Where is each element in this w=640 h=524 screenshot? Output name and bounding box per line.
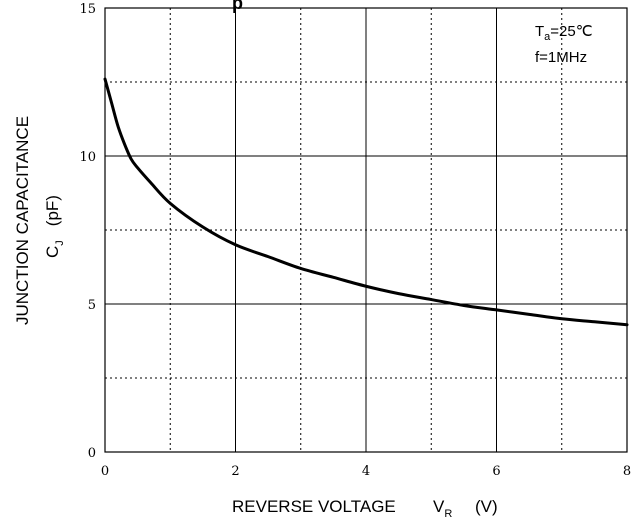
y-axis-label-line2: CJ (pF) [43,195,66,258]
plot-frame [104,7,628,453]
x-tick-label: 2 [231,464,239,479]
temperature-value: =25℃ [550,23,592,40]
y-tick-label: 5 [88,298,96,313]
y-tick-label: 10 [79,150,96,165]
y-axis-label-line1: JUNCTION CAPACITANCE [13,116,32,325]
x-tick-label: 0 [101,464,109,479]
y-tick-label: 0 [88,446,96,461]
temperature-annotation: Ta=25℃ [535,23,593,43]
tick-labels: 0 2 4 6 8 0 5 10 15 [79,2,631,479]
x-axis-unit: (V) [475,497,498,516]
x-tick-label: 4 [362,464,370,479]
y-axis-unit: (pF) [43,195,62,226]
frequency-annotation: f=1MHz [535,49,587,66]
x-axis-label-main: REVERSE VOLTAGE [232,497,396,516]
x-axis-subscript: R [444,508,452,520]
y-axis-subscript: J [54,240,66,246]
x-axis-label: REVERSE VOLTAGE VR (V) [232,497,498,520]
temperature-symbol: T [535,23,544,40]
curve-layer [103,77,629,327]
y-axis-symbol: C [43,246,62,258]
temperature-subscript: a [544,31,551,43]
capacitance-curve [103,77,629,327]
title-fragment: p [232,0,243,13]
x-axis-symbol: V [433,497,445,516]
x-tick-label: 6 [492,464,500,479]
x-tick-label: 8 [623,464,631,479]
grid [105,8,627,452]
y-tick-label: 15 [79,2,96,17]
